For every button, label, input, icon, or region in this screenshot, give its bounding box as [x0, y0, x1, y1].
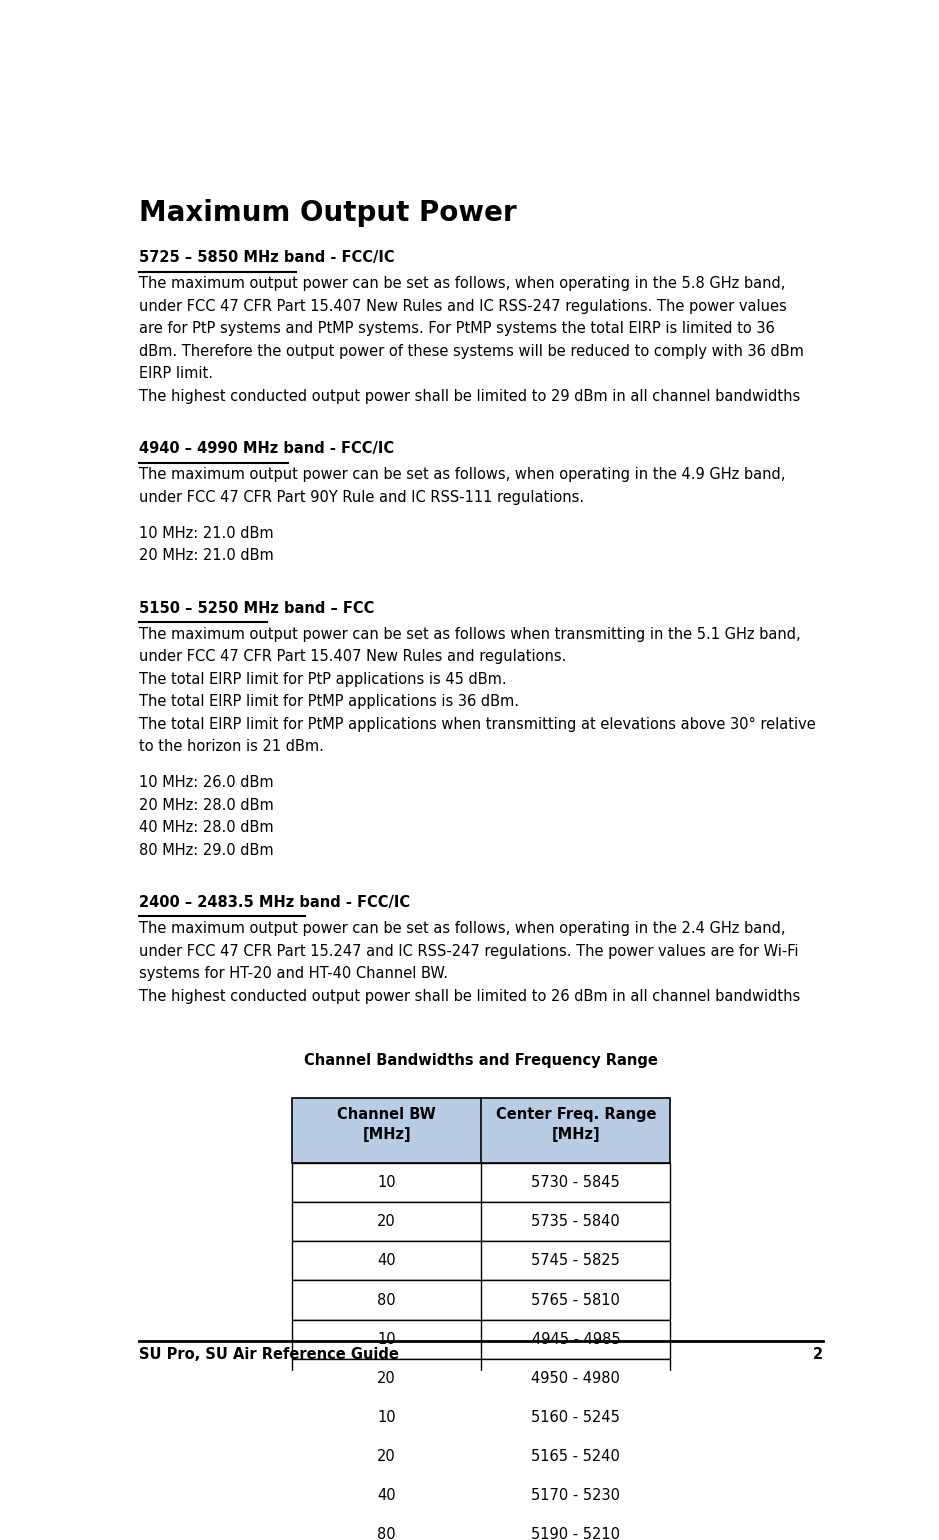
Text: 80: 80	[377, 1528, 396, 1540]
Text: 20 MHz: 21.0 dBm: 20 MHz: 21.0 dBm	[139, 548, 274, 564]
FancyBboxPatch shape	[292, 1320, 670, 1358]
Text: 5170 - 5230: 5170 - 5230	[531, 1488, 621, 1503]
Text: Maximum Output Power: Maximum Output Power	[139, 199, 516, 226]
Text: 2400 – 2483.5 MHz band - FCC/IC: 2400 – 2483.5 MHz band - FCC/IC	[139, 895, 410, 910]
Text: The maximum output power can be set as follows, when operating in the 2.4 GHz ba: The maximum output power can be set as f…	[139, 921, 786, 936]
Text: 5725 – 5850 MHz band - FCC/IC: 5725 – 5850 MHz band - FCC/IC	[139, 249, 394, 265]
FancyBboxPatch shape	[292, 1241, 670, 1280]
Text: 5190 - 5210: 5190 - 5210	[531, 1528, 621, 1540]
FancyBboxPatch shape	[292, 1358, 670, 1398]
Text: 5160 - 5245: 5160 - 5245	[531, 1411, 621, 1424]
Text: 4945 - 4985: 4945 - 4985	[531, 1332, 620, 1346]
Text: are for PtP systems and PtMP systems. For PtMP systems the total EIRP is limited: are for PtP systems and PtMP systems. Fo…	[139, 322, 775, 336]
Text: 10: 10	[377, 1332, 396, 1346]
Text: The maximum output power can be set as follows, when operating in the 5.8 GHz ba: The maximum output power can be set as f…	[139, 276, 786, 291]
Text: The maximum output power can be set as follows, when operating in the 4.9 GHz ba: The maximum output power can be set as f…	[139, 467, 786, 482]
Text: 5150 – 5250 MHz band – FCC: 5150 – 5250 MHz band – FCC	[139, 601, 375, 616]
FancyBboxPatch shape	[292, 1437, 670, 1477]
Text: 20 MHz: 28.0 dBm: 20 MHz: 28.0 dBm	[139, 798, 274, 813]
FancyBboxPatch shape	[292, 1398, 670, 1437]
FancyBboxPatch shape	[292, 1203, 670, 1241]
FancyBboxPatch shape	[292, 1098, 670, 1163]
Text: 2: 2	[813, 1348, 824, 1361]
Text: 80: 80	[377, 1292, 396, 1307]
Text: 40 MHz: 28.0 dBm: 40 MHz: 28.0 dBm	[139, 821, 274, 835]
Text: The total EIRP limit for PtMP applications is 36 dBm.: The total EIRP limit for PtMP applicatio…	[139, 695, 519, 710]
Text: Center Freq. Range
[MHz]: Center Freq. Range [MHz]	[496, 1107, 656, 1143]
Text: under FCC 47 CFR Part 90Y Rule and IC RSS-111 regulations.: under FCC 47 CFR Part 90Y Rule and IC RS…	[139, 490, 584, 505]
Text: EIRP limit.: EIRP limit.	[139, 367, 213, 382]
Text: to the horizon is 21 dBm.: to the horizon is 21 dBm.	[139, 739, 324, 755]
Text: 80 MHz: 29.0 dBm: 80 MHz: 29.0 dBm	[139, 842, 274, 858]
Text: The highest conducted output power shall be limited to 29 dBm in all channel ban: The highest conducted output power shall…	[139, 390, 800, 403]
Text: The total EIRP limit for PtP applications is 45 dBm.: The total EIRP limit for PtP application…	[139, 671, 507, 687]
Text: dBm. Therefore the output power of these systems will be reduced to comply with : dBm. Therefore the output power of these…	[139, 343, 804, 359]
Text: The maximum output power can be set as follows when transmitting in the 5.1 GHz : The maximum output power can be set as f…	[139, 627, 801, 642]
Text: 5730 - 5845: 5730 - 5845	[531, 1175, 621, 1190]
Text: The highest conducted output power shall be limited to 26 dBm in all channel ban: The highest conducted output power shall…	[139, 989, 800, 1004]
FancyBboxPatch shape	[292, 1280, 670, 1320]
FancyBboxPatch shape	[292, 1163, 670, 1203]
Text: 5735 - 5840: 5735 - 5840	[531, 1214, 621, 1229]
Text: 5745 - 5825: 5745 - 5825	[531, 1254, 621, 1269]
Text: 5165 - 5240: 5165 - 5240	[531, 1449, 621, 1465]
Text: 4940 – 4990 MHz band - FCC/IC: 4940 – 4990 MHz band - FCC/IC	[139, 440, 394, 456]
Text: 20: 20	[377, 1214, 396, 1229]
FancyBboxPatch shape	[292, 1515, 670, 1540]
Text: 10: 10	[377, 1411, 396, 1424]
Text: under FCC 47 CFR Part 15.247 and IC RSS-247 regulations. The power values are fo: under FCC 47 CFR Part 15.247 and IC RSS-…	[139, 944, 799, 959]
Text: under FCC 47 CFR Part 15.407 New Rules and IC RSS-247 regulations. The power val: under FCC 47 CFR Part 15.407 New Rules a…	[139, 299, 787, 314]
Text: 4950 - 4980: 4950 - 4980	[531, 1371, 621, 1386]
Text: 10 MHz: 21.0 dBm: 10 MHz: 21.0 dBm	[139, 525, 274, 541]
Text: 20: 20	[377, 1371, 396, 1386]
Text: The total EIRP limit for PtMP applications when transmitting at elevations above: The total EIRP limit for PtMP applicatio…	[139, 716, 816, 732]
Text: Channel BW
[MHz]: Channel BW [MHz]	[337, 1107, 436, 1143]
Text: 40: 40	[377, 1488, 396, 1503]
FancyBboxPatch shape	[292, 1477, 670, 1515]
Text: 20: 20	[377, 1449, 396, 1465]
Text: 10 MHz: 26.0 dBm: 10 MHz: 26.0 dBm	[139, 775, 274, 790]
Text: SU Pro, SU Air Reference Guide: SU Pro, SU Air Reference Guide	[139, 1348, 399, 1361]
Text: 40: 40	[377, 1254, 396, 1269]
Text: Channel Bandwidths and Frequency Range: Channel Bandwidths and Frequency Range	[304, 1053, 658, 1067]
Text: systems for HT-20 and HT-40 Channel BW.: systems for HT-20 and HT-40 Channel BW.	[139, 966, 448, 981]
Text: 5765 - 5810: 5765 - 5810	[531, 1292, 621, 1307]
Text: under FCC 47 CFR Part 15.407 New Rules and regulations.: under FCC 47 CFR Part 15.407 New Rules a…	[139, 650, 566, 664]
Text: 10: 10	[377, 1175, 396, 1190]
